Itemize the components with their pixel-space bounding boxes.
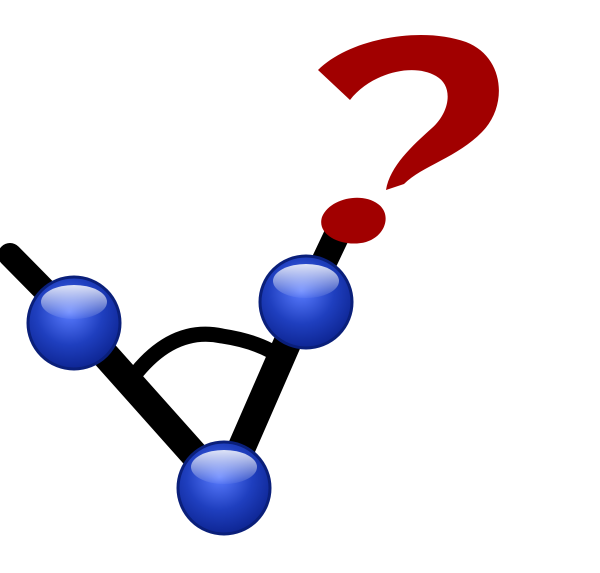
question-mark	[318, 34, 499, 244]
question-mark-dot	[321, 197, 386, 244]
node-left	[26, 275, 122, 371]
question-mark-hook	[318, 34, 499, 190]
angle-arc	[129, 326, 293, 380]
node-bottom	[176, 440, 272, 536]
node-right	[258, 254, 354, 350]
